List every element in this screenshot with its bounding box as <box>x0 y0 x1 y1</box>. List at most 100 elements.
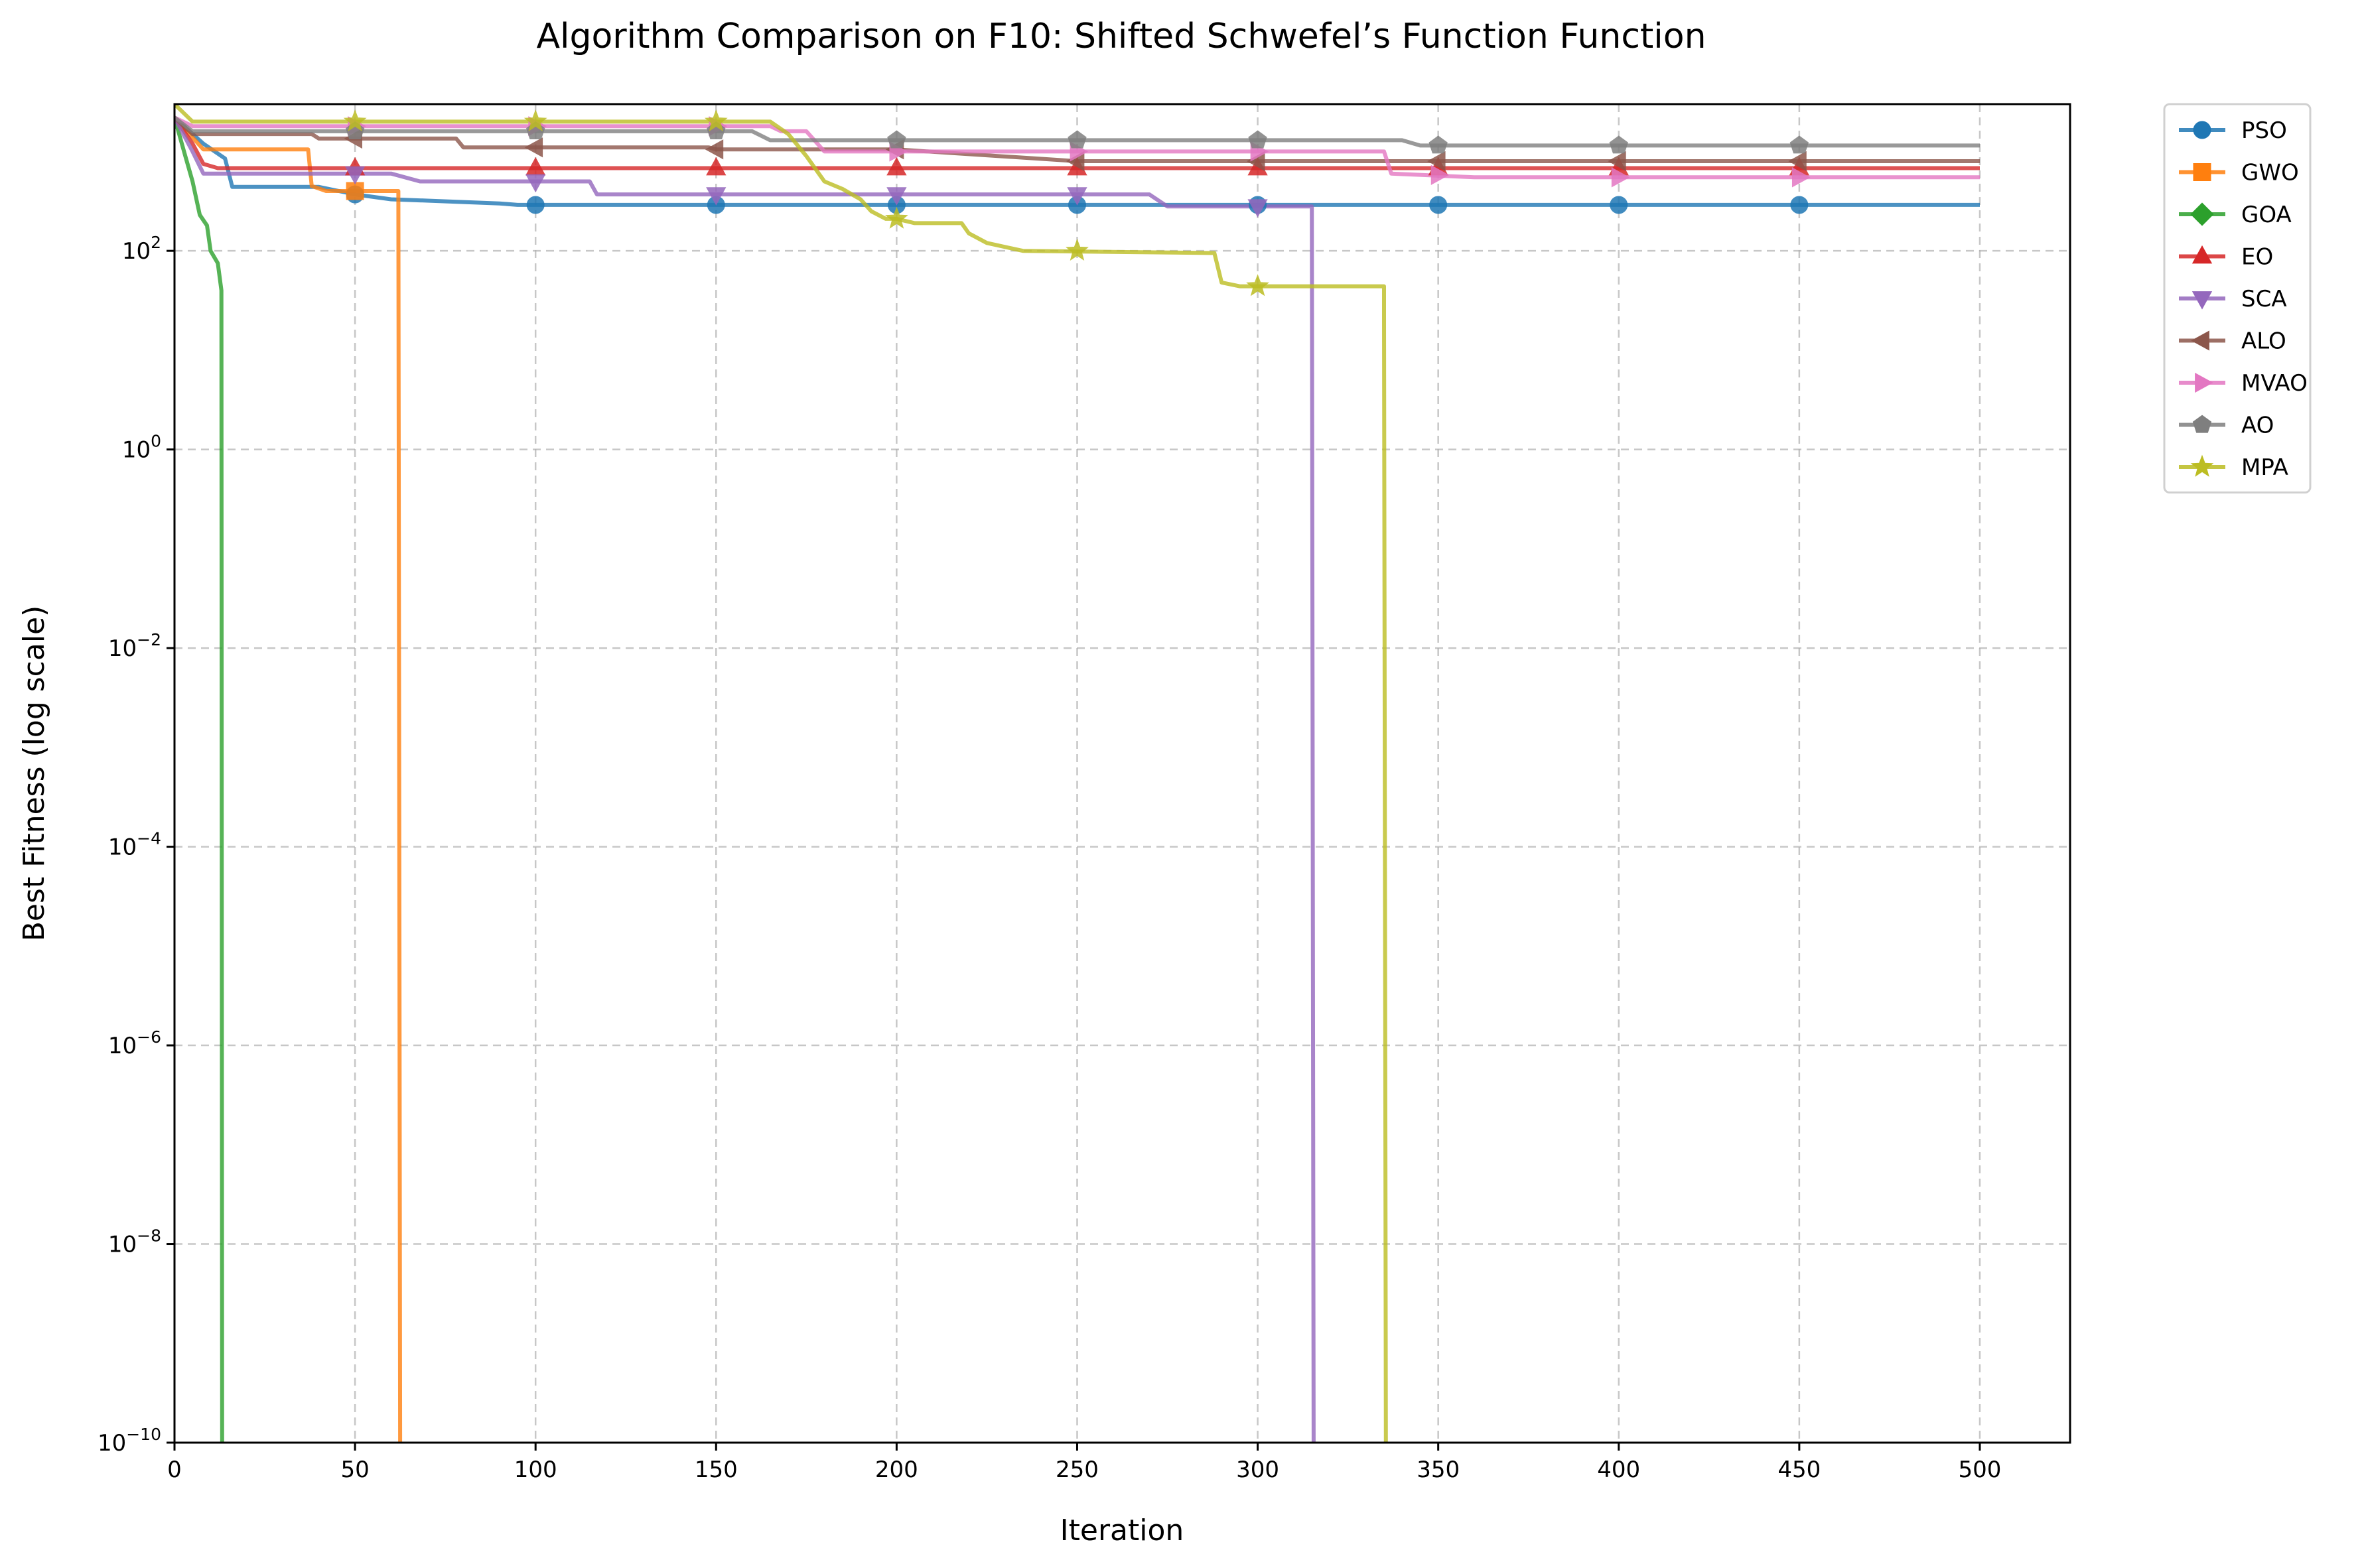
series-line-goa <box>174 117 224 1443</box>
marker-ao <box>1248 130 1267 149</box>
marker-alo <box>705 139 724 160</box>
legend-label-mpa: MPA <box>2241 454 2288 481</box>
marker-sca <box>1247 199 1268 218</box>
legend-label-gwo: GWO <box>2241 160 2299 186</box>
axis-ticks: 0 50 100 150 200 250 300 350 400 450 500 10−10 10−8 1… <box>98 233 2001 1483</box>
x-tick-label: 250 <box>1056 1457 1099 1483</box>
marker-alo <box>1788 151 1807 172</box>
series-markers <box>343 109 1811 296</box>
series-goa <box>174 117 224 1443</box>
plot-frame <box>173 103 2071 1444</box>
marker-sca <box>886 187 907 206</box>
marker-sca <box>706 187 727 206</box>
legend-label-alo: ALO <box>2241 328 2286 355</box>
legend-marker-sca <box>2191 291 2213 310</box>
x-tick-label: 450 <box>1777 1457 1821 1483</box>
legend-label-pso: PSO <box>2241 117 2287 144</box>
y-tick-label: 10−4 <box>108 829 161 861</box>
legend-marker-mvao <box>2195 372 2213 393</box>
series-gwo <box>174 116 403 1443</box>
marker-eo <box>886 157 907 176</box>
x-tick-label: 400 <box>1597 1457 1640 1483</box>
series-mpa <box>174 104 1388 1443</box>
legend-label-mvao: MVAO <box>2241 370 2308 397</box>
series-markers-gwo <box>346 182 364 200</box>
x-tick-label: 50 <box>340 1457 369 1483</box>
series-sca <box>174 116 1316 1443</box>
marker-gwo <box>346 182 364 200</box>
legend-marker-mpa <box>2190 454 2214 477</box>
marker-pso <box>526 196 545 214</box>
legend-label-sca: SCA <box>2241 286 2287 312</box>
marker-mpa <box>704 109 728 132</box>
series-line-pso <box>174 115 1980 207</box>
series-lines <box>174 104 1980 1443</box>
legend-marker-gwo <box>2193 163 2211 181</box>
series-line-mpa <box>174 104 1388 1443</box>
series-line-gwo <box>174 116 403 1443</box>
legend-label-eo: EO <box>2241 244 2273 271</box>
marker-sca <box>344 166 366 185</box>
marker-ao <box>887 130 906 149</box>
marker-alo <box>1427 151 1446 172</box>
marker-pso <box>1610 196 1628 214</box>
x-tick-label: 0 <box>167 1457 182 1483</box>
x-tick-label: 350 <box>1417 1457 1460 1483</box>
marker-alo <box>524 137 543 158</box>
legend-frame <box>2163 103 2312 493</box>
legend-item-eo: EO <box>2179 244 2273 271</box>
legend-item-ao: AO <box>2179 413 2274 439</box>
legend-item-sca: SCA <box>2179 286 2287 312</box>
legend-item-alo: ALO <box>2179 328 2286 355</box>
legend-marker-ao <box>2192 415 2212 433</box>
marker-ao <box>1428 135 1448 154</box>
legend-item-pso: PSO <box>2179 117 2287 144</box>
x-tick-label: 150 <box>695 1457 738 1483</box>
marker-pso <box>1790 196 1809 214</box>
y-axis-label: Best Fitness (log scale) <box>17 606 51 942</box>
marker-ao <box>1609 135 1628 154</box>
series-eo <box>174 116 1980 170</box>
marker-alo <box>1608 151 1626 172</box>
y-tick-label: 10−10 <box>98 1425 161 1457</box>
marker-mpa <box>1066 238 1089 261</box>
legend-marker-pso <box>2193 121 2211 139</box>
y-tick-label: 10−6 <box>108 1027 161 1059</box>
x-tick-label: 500 <box>1958 1457 2001 1483</box>
legend-item-mvao: MVAO <box>2179 370 2308 397</box>
marker-mpa <box>523 109 547 132</box>
series-ao <box>174 115 1980 148</box>
series-pso <box>174 115 1980 207</box>
series-line-eo <box>174 116 1980 170</box>
marker-sca <box>1067 187 1087 206</box>
x-axis-label: Iteration <box>1060 1514 1184 1547</box>
legend-item-gwo: GWO <box>2179 160 2299 186</box>
series-line-sca <box>174 116 1316 1443</box>
marker-eo <box>706 157 727 176</box>
marker-pso <box>1429 196 1448 214</box>
legend-label-ao: AO <box>2241 413 2274 439</box>
y-tick-label: 100 <box>122 432 161 464</box>
legend-marker-alo <box>2191 330 2209 351</box>
marker-mvao <box>1611 167 1630 188</box>
marker-mpa <box>1246 274 1269 296</box>
marker-mpa <box>343 109 367 132</box>
marker-ao <box>1789 135 1809 154</box>
legend: PSO GWO GOA EO SCA ALO MVAO AO MPA <box>2163 103 2312 493</box>
series-markers-sca <box>344 166 1268 218</box>
legend-marker-goa <box>2190 202 2214 226</box>
grid <box>173 104 2070 1444</box>
marker-sca <box>525 174 546 193</box>
marker-mvao <box>1791 167 1811 188</box>
y-tick-label: 10−8 <box>108 1226 161 1258</box>
legend-label-goa: GOA <box>2241 202 2292 228</box>
x-tick-label: 200 <box>875 1457 918 1483</box>
legend-item-mpa: MPA <box>2179 454 2288 481</box>
y-tick-label: 10−2 <box>108 630 161 662</box>
marker-mvao <box>1430 164 1450 186</box>
legend-item-goa: GOA <box>2179 202 2292 228</box>
x-tick-label: 100 <box>514 1457 557 1483</box>
marker-ao <box>1068 130 1087 149</box>
legend-marker-eo <box>2191 245 2213 264</box>
